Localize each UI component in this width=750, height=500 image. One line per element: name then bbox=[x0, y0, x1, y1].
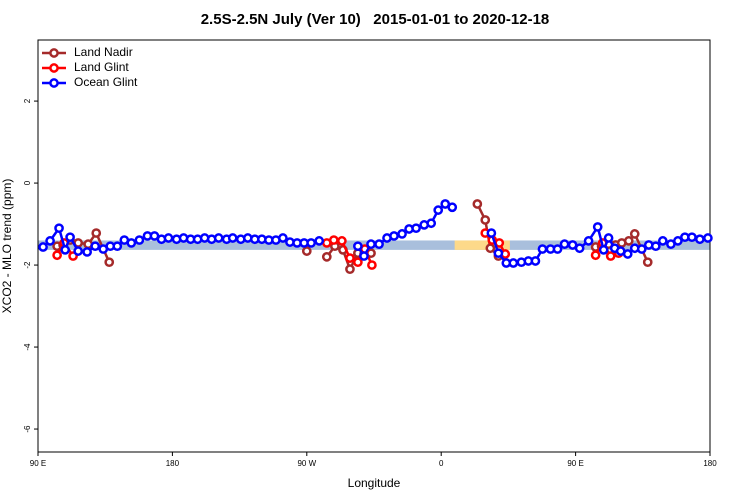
point bbox=[314, 236, 325, 246]
point bbox=[673, 236, 683, 246]
point bbox=[530, 256, 541, 266]
point bbox=[301, 246, 312, 256]
point bbox=[694, 234, 705, 245]
y-tick-label: 0 bbox=[23, 180, 32, 185]
point bbox=[353, 241, 363, 252]
y-tick-label: -4 bbox=[23, 343, 32, 351]
point bbox=[411, 223, 421, 234]
band bbox=[454, 240, 510, 250]
x-tick-label: 90 E bbox=[30, 459, 46, 468]
point bbox=[306, 238, 316, 248]
point bbox=[657, 236, 668, 246]
point bbox=[485, 243, 496, 254]
point bbox=[433, 205, 444, 215]
point bbox=[636, 244, 647, 254]
legend-marker bbox=[49, 63, 59, 73]
legend-label: Land Glint bbox=[74, 60, 129, 74]
legend-label: Ocean Glint bbox=[74, 75, 138, 89]
point bbox=[472, 199, 483, 209]
x-tick-label: 90 E bbox=[567, 459, 583, 468]
plot-frame bbox=[37, 39, 711, 453]
chart-title: 2.5S-2.5N July (Ver 10) 2015-01-01 to 20… bbox=[201, 11, 550, 28]
x-tick-label: 90 W bbox=[297, 459, 316, 468]
point bbox=[598, 245, 609, 255]
point bbox=[359, 251, 369, 261]
point bbox=[559, 239, 570, 250]
y-axis-label: XCO2 - MLO trend (ppm) bbox=[0, 179, 14, 314]
point bbox=[65, 232, 75, 243]
point bbox=[278, 233, 288, 243]
point bbox=[337, 236, 347, 246]
point bbox=[91, 228, 102, 238]
point bbox=[552, 244, 563, 254]
x-axis-label: Longitude bbox=[348, 476, 401, 490]
point bbox=[703, 233, 713, 243]
point bbox=[321, 252, 332, 262]
point bbox=[650, 241, 661, 252]
point bbox=[605, 251, 616, 261]
point bbox=[163, 233, 174, 243]
point bbox=[126, 238, 137, 248]
point bbox=[213, 233, 224, 243]
point bbox=[345, 253, 355, 263]
y-tick-label: -6 bbox=[23, 425, 32, 433]
point bbox=[54, 223, 64, 234]
x-tick-label: 180 bbox=[703, 459, 717, 468]
point bbox=[104, 257, 115, 268]
point bbox=[493, 248, 504, 259]
point bbox=[583, 236, 594, 246]
y-tick-label: 2 bbox=[23, 98, 32, 103]
legend-marker bbox=[49, 48, 59, 58]
point bbox=[629, 229, 640, 239]
point bbox=[447, 202, 458, 213]
x-tick-label: 180 bbox=[166, 459, 180, 468]
point bbox=[328, 235, 339, 245]
point bbox=[367, 260, 377, 270]
x-tick-label: 0 bbox=[439, 459, 444, 468]
point bbox=[642, 257, 653, 268]
point bbox=[38, 242, 48, 252]
point bbox=[592, 222, 603, 232]
point bbox=[486, 228, 497, 238]
point bbox=[590, 250, 601, 261]
point bbox=[574, 243, 585, 254]
point bbox=[45, 236, 55, 246]
point bbox=[73, 246, 84, 256]
point bbox=[227, 233, 238, 243]
point bbox=[389, 231, 399, 241]
point bbox=[397, 229, 407, 239]
point bbox=[622, 249, 633, 259]
point bbox=[603, 233, 614, 243]
point bbox=[687, 232, 697, 243]
point bbox=[374, 239, 384, 250]
y-tick-label: -2 bbox=[23, 261, 32, 269]
point bbox=[508, 258, 519, 268]
point bbox=[426, 218, 437, 229]
point bbox=[52, 250, 62, 261]
point bbox=[112, 241, 123, 252]
point bbox=[366, 239, 376, 250]
point bbox=[82, 247, 92, 257]
point bbox=[134, 235, 145, 245]
point bbox=[623, 236, 634, 246]
point bbox=[60, 245, 71, 255]
point bbox=[90, 241, 101, 252]
legend-label: Land Nadir bbox=[74, 45, 133, 59]
point bbox=[537, 244, 548, 254]
point bbox=[480, 215, 491, 225]
point bbox=[353, 257, 363, 268]
legend-marker bbox=[49, 78, 59, 88]
point bbox=[345, 264, 355, 275]
